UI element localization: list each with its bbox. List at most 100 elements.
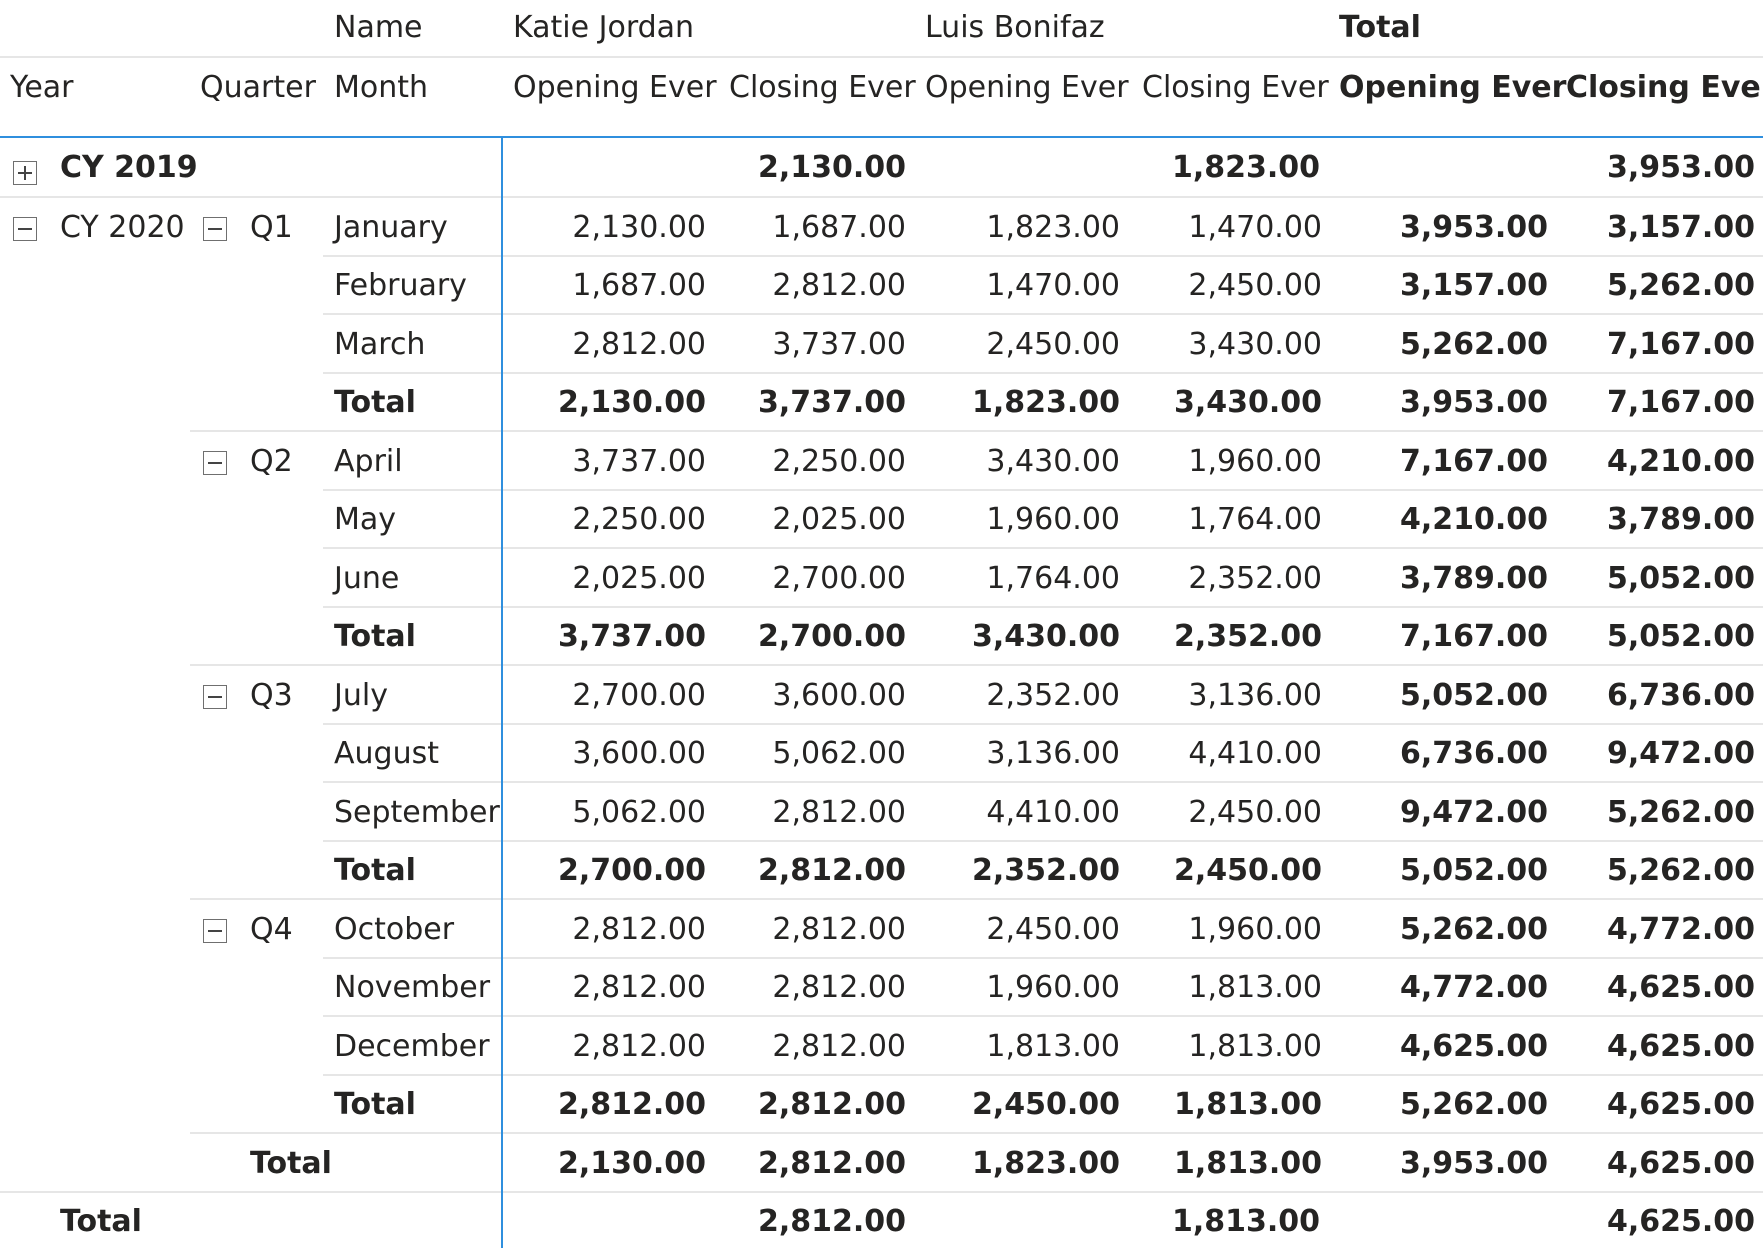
- table-row: Q3 July 2,700.00 3,600.00 2,352.00 3,136.00 5,…: [0, 666, 1763, 725]
- row-divider: [190, 898, 1763, 900]
- quarter-total-row: Total 2,130.00 3,737.00 1,823.00 3,430.00 3,9…: [0, 374, 1763, 432]
- collapse-minus-icon[interactable]: [203, 451, 227, 475]
- grand-total-label: Total: [60, 1204, 142, 1239]
- value-cell: 1,764.00: [1188, 502, 1322, 538]
- column-header-katie-jordan[interactable]: Katie Jordan: [513, 10, 695, 45]
- row-header-month: October: [334, 911, 455, 947]
- value-cell: 7,167.00: [1606, 385, 1755, 421]
- value-cell: 2,700.00: [772, 560, 906, 596]
- value-cell: 2,450.00: [1188, 268, 1322, 304]
- value-cell: 1,823.00: [971, 385, 1120, 421]
- value-cell: 4,772.00: [1606, 911, 1755, 947]
- collapse-minus-icon[interactable]: [203, 919, 227, 943]
- table-row: December 2,812.00 2,812.00 1,813.00 1,813.00…: [0, 1017, 1763, 1076]
- value-cell: 2,812.00: [772, 794, 906, 830]
- collapse-minus-icon[interactable]: [13, 217, 37, 241]
- value-cell: 1,823.00: [971, 1145, 1120, 1181]
- value-cell: 4,625.00: [1606, 1204, 1755, 1239]
- value-cell: 2,812.00: [772, 970, 906, 1006]
- table-row: June 2,025.00 2,700.00 1,764.00 2,352.00 3,78…: [0, 549, 1763, 608]
- value-cell: 3,136.00: [1188, 677, 1322, 713]
- column-header-quarter[interactable]: Quarter: [200, 70, 316, 105]
- value-cell: 4,210.00: [1399, 502, 1548, 538]
- row-header-quarter: Q1: [250, 209, 293, 245]
- value-cell: 6,736.00: [1606, 677, 1755, 713]
- value-cell: 2,812.00: [557, 1087, 706, 1123]
- value-cell: 1,687.00: [772, 209, 906, 245]
- column-header-katie-closing[interactable]: Closing Ever: [729, 70, 916, 105]
- collapse-minus-icon[interactable]: [203, 217, 227, 241]
- value-cell: 4,210.00: [1606, 443, 1755, 479]
- expand-plus-icon[interactable]: [13, 161, 37, 185]
- value-cell: 2,025.00: [772, 502, 906, 538]
- value-cell: 1,960.00: [986, 970, 1120, 1006]
- quarter-total-row: Total 2,812.00 2,812.00 2,450.00 1,813.00 5,2…: [0, 1076, 1763, 1134]
- value-cell: 2,812.00: [757, 1145, 906, 1181]
- value-cell: 5,052.00: [1399, 677, 1548, 713]
- header-row-measures: Year Quarter Month Opening Ever Closing …: [0, 58, 1763, 138]
- value-cell: 1,813.00: [1173, 1087, 1322, 1123]
- row-divider: [323, 254, 1763, 257]
- row-divider: [190, 1132, 1763, 1134]
- value-cell: 2,812.00: [572, 970, 706, 1006]
- value-cell: 2,450.00: [1173, 853, 1322, 889]
- row-header-divider: [501, 136, 503, 1248]
- value-cell: 2,450.00: [971, 1087, 1120, 1123]
- column-header-total-closing[interactable]: Closing Ever: [1566, 70, 1763, 105]
- value-cell: 3,953.00: [1399, 209, 1548, 245]
- value-cell: 5,262.00: [1606, 853, 1755, 889]
- row-header-month: November: [334, 970, 491, 1006]
- column-header-total[interactable]: Total: [1339, 10, 1421, 45]
- value-cell: 1,470.00: [1188, 209, 1322, 245]
- matrix-body: CY 2020 Q1 January 2,130.00 1,687.00 1,823.00…: [0, 198, 1763, 1193]
- column-header-katie-opening[interactable]: Opening Ever: [513, 70, 717, 105]
- value-cell: 2,700.00: [557, 853, 706, 889]
- column-header-luis-closing[interactable]: Closing Ever: [1142, 70, 1329, 105]
- table-row: Q2 April 3,737.00 2,250.00 3,430.00 1,960.00 7…: [0, 432, 1763, 491]
- value-cell: 2,812.00: [572, 911, 706, 947]
- value-cell: 3,430.00: [1173, 385, 1322, 421]
- column-header-year[interactable]: Year: [10, 70, 74, 105]
- value-cell: 2,250.00: [772, 443, 906, 479]
- value-cell: 3,430.00: [971, 619, 1120, 655]
- row-header-year: CY 2019: [60, 149, 198, 185]
- value-cell: 1,823.00: [986, 209, 1120, 245]
- quarter-total-row: Total 2,700.00 2,812.00 2,352.00 2,450.00 5,0…: [0, 842, 1763, 900]
- value-cell: 3,600.00: [572, 736, 706, 772]
- value-cell: 4,625.00: [1606, 1087, 1755, 1123]
- header-divider: [0, 56, 1763, 58]
- value-cell: 1,960.00: [1188, 911, 1322, 947]
- value-cell: 4,772.00: [1399, 970, 1548, 1006]
- value-cell: 2,812.00: [572, 326, 706, 362]
- column-header-luis-opening[interactable]: Opening Ever: [925, 70, 1129, 105]
- row-divider: [323, 956, 1763, 959]
- value-cell: 2,812.00: [757, 853, 906, 889]
- table-row: November 2,812.00 2,812.00 1,960.00 1,813.00…: [0, 959, 1763, 1017]
- row-divider: [0, 1190, 1763, 1193]
- value-cell: 2,130.00: [572, 209, 706, 245]
- value-cell: 1,960.00: [986, 502, 1120, 538]
- value-cell: 3,430.00: [986, 443, 1120, 479]
- value-cell: 9,472.00: [1606, 736, 1755, 772]
- collapse-minus-icon[interactable]: [203, 685, 227, 709]
- column-header-luis-bonifaz[interactable]: Luis Bonifaz: [925, 10, 1105, 45]
- row-divider: [323, 781, 1763, 783]
- value-cell: 2,700.00: [572, 677, 706, 713]
- value-cell: 2,812.00: [772, 911, 906, 947]
- column-header-month[interactable]: Month: [334, 70, 429, 105]
- value-cell: 3,136.00: [986, 736, 1120, 772]
- value-cell: 5,062.00: [772, 736, 906, 772]
- row-divider: [323, 371, 1763, 374]
- value-cell: 2,352.00: [986, 677, 1120, 713]
- value-cell: 1,813.00: [986, 1028, 1120, 1064]
- value-cell: 5,052.00: [1399, 853, 1548, 889]
- table-row: CY 2020 Q1 January 2,130.00 1,687.00 1,823.00…: [0, 198, 1763, 257]
- value-cell: 4,625.00: [1606, 1145, 1755, 1181]
- value-cell: 3,430.00: [1188, 326, 1322, 362]
- value-cell: 5,262.00: [1399, 1087, 1548, 1123]
- value-cell: 7,167.00: [1399, 443, 1548, 479]
- value-cell: 3,737.00: [772, 326, 906, 362]
- grand-total-row: Total 2,812.00 1,813.00 4,625.00: [0, 1193, 1763, 1251]
- column-header-total-opening[interactable]: Opening Ever: [1339, 70, 1567, 105]
